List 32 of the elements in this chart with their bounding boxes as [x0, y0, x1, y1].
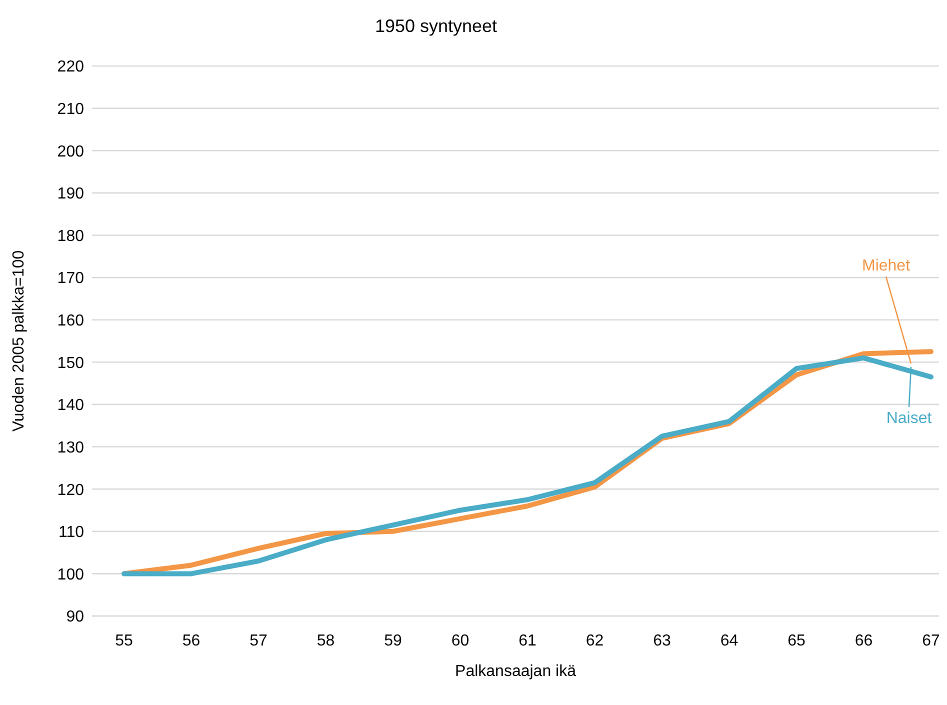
x-tick-label: 64: [720, 632, 738, 650]
chart-title: 1950 syntyneet: [374, 16, 498, 37]
x-tick-label: 56: [182, 632, 200, 650]
y-tick-label: 100: [57, 566, 84, 584]
y-tick-label: 140: [57, 397, 84, 414]
text: Naiset: [886, 410, 932, 427]
x-tick-label: 65: [788, 632, 806, 650]
y-tick-label: 150: [57, 354, 84, 372]
y-tick-label: 130: [57, 439, 84, 456]
y-tick-label: 220: [57, 58, 84, 76]
x-tick-label: 61: [518, 632, 536, 650]
x-tick-label: 62: [586, 632, 604, 650]
x-axis-title: Palkansaajan ikä: [455, 663, 576, 680]
y-tick-label: 180: [57, 228, 84, 245]
y-tick-label: 90: [66, 608, 84, 626]
y-tick-label: 200: [57, 143, 84, 160]
y-tick-label: 170: [57, 270, 84, 288]
text: Miehet: [862, 258, 911, 275]
y-tick-label: 160: [57, 312, 84, 330]
x-tick-label: 66: [854, 632, 873, 650]
x-tick-label: 63: [653, 632, 671, 650]
x-tick-label: 57: [250, 632, 268, 650]
x-tick-label: 67: [922, 632, 940, 650]
x-tick-label: 59: [384, 632, 402, 650]
y-tick-label: 120: [57, 482, 84, 499]
y-tick-label: 210: [57, 100, 84, 118]
y-axis-title: Vuoden 2005 palkka=100: [10, 250, 28, 432]
x-tick-label: 55: [115, 632, 133, 650]
y-tick-label: 110: [58, 524, 84, 542]
y-tick-label: 190: [57, 186, 84, 203]
x-tick-label: 58: [316, 632, 335, 650]
x-tick-label: 60: [451, 632, 470, 650]
